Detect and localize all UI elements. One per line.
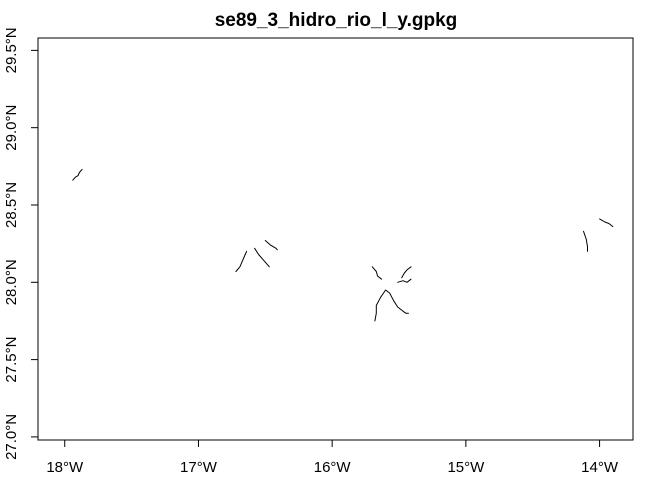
- plot-frame: [37, 37, 634, 441]
- x-axis: 18°W 17°W 16°W 15°W 14°W: [46, 440, 619, 476]
- map-title: se89_3_hidro_rio_l_y.gpkg: [215, 10, 458, 31]
- x-tick-label: 17°W: [180, 459, 218, 476]
- river-line: [397, 278, 412, 283]
- river-line: [374, 289, 409, 322]
- river-line: [264, 240, 278, 251]
- x-tick-label: 16°W: [314, 459, 352, 476]
- y-tick-label: 28.0°N: [3, 259, 20, 305]
- river-features: [72, 168, 614, 322]
- river-line: [599, 218, 614, 228]
- y-tick-label: 28.5°N: [3, 182, 20, 228]
- river-line: [235, 250, 248, 272]
- river-line: [254, 247, 270, 268]
- river-line: [583, 230, 588, 252]
- x-tick-label: 18°W: [46, 459, 84, 476]
- x-tick-label: 14°W: [581, 459, 619, 476]
- river-line: [72, 168, 83, 181]
- y-tick-label: 29.0°N: [3, 105, 20, 151]
- y-tick-label: 27.0°N: [3, 414, 20, 460]
- y-tick-label: 27.5°N: [3, 337, 20, 383]
- x-tick-label: 15°W: [447, 459, 485, 476]
- river-line: [371, 266, 383, 280]
- river-line: [401, 266, 412, 279]
- y-tick-label: 29.5°N: [3, 27, 20, 73]
- y-axis: 27.0°N 27.5°N 28.0°N 28.5°N 29.0°N 29.5°N: [3, 27, 38, 460]
